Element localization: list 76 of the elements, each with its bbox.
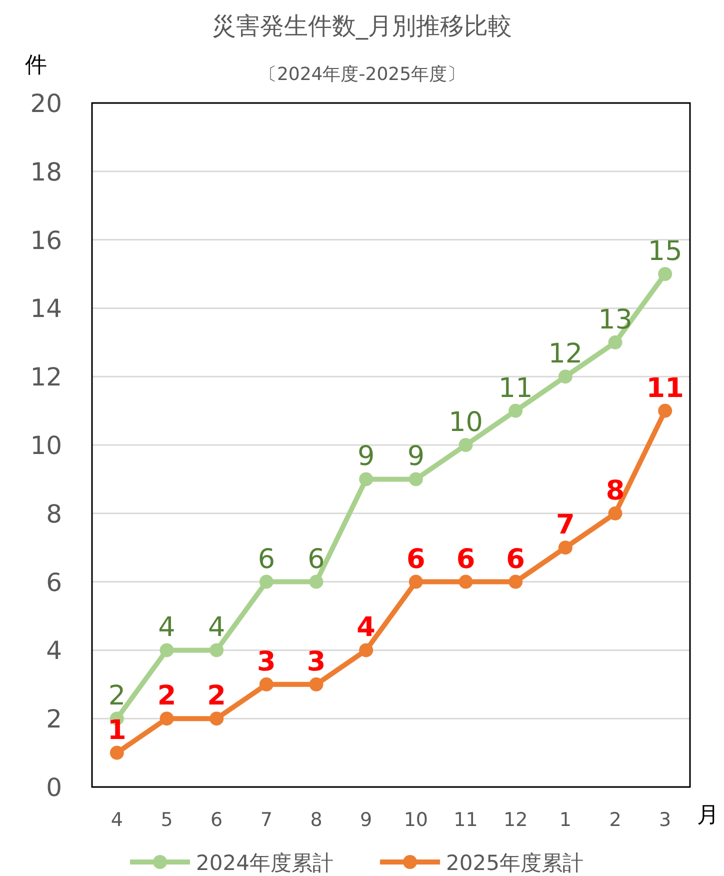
x-tick-label: 8 [310,809,322,831]
y-tick-label: 4 [46,636,62,666]
y-tick-label: 6 [46,568,62,597]
point [458,574,473,589]
y-tick-label: 10 [30,431,62,460]
data-label: 11 [646,372,684,404]
data-label: 7 [556,510,575,541]
point [210,712,224,726]
data-label: 6 [406,544,426,575]
point [408,574,423,589]
point [608,506,622,520]
point [210,643,224,658]
x-tick-label: 12 [503,809,528,831]
data-label: 2 [108,680,126,712]
point [658,267,672,281]
data-label: 3 [306,646,326,678]
y-axis-title: 件 [25,53,47,78]
y-tick-label: 0 [46,773,62,802]
data-label: 9 [357,441,375,472]
point [408,472,423,486]
data-label: 12 [548,338,583,370]
x-tick-label: 1 [559,809,572,831]
y-tick-label: 16 [30,226,62,255]
point [658,404,672,418]
legend-label: 2025年度累計 [446,851,584,875]
data-label: 6 [456,544,476,575]
data-label: 2 [207,680,226,712]
data-label: 10 [448,407,483,438]
data-label: 13 [598,304,632,336]
x-tick-label: 10 [404,809,428,831]
data-label: 2 [157,680,176,712]
x-axis-title: 月 [697,803,719,828]
chart-subtitle: 〔2024年度-2025年度〕 [258,64,466,85]
y-tick-label: 12 [30,362,62,392]
y-tick-label: 8 [46,499,62,528]
point [458,438,473,452]
point [558,540,572,555]
data-label: 8 [606,475,625,506]
x-tick-label: 9 [360,809,372,831]
point [160,712,174,726]
data-label: 4 [158,612,176,644]
point [508,574,523,589]
y-tick-label: 20 [30,89,62,118]
point [608,335,622,350]
data-label: 1 [108,714,126,746]
x-tick-label: 4 [110,809,123,831]
point [259,574,274,589]
data-label: 6 [258,544,276,575]
point [558,370,572,384]
data-label: 4 [208,612,226,644]
data-label: 6 [308,544,325,575]
data-label: 6 [506,544,525,575]
point [160,643,174,658]
data-label: 3 [257,646,276,678]
chart-title: 災害発生件数_月別推移比較 [212,12,512,40]
x-tick-label: 3 [659,809,672,831]
point [110,746,124,760]
point [259,677,274,692]
x-tick-label: 11 [454,809,478,831]
x-tick-label: 7 [260,809,272,831]
data-label: 11 [498,372,533,404]
point [309,574,324,589]
point [359,643,374,658]
legend-label: 2024年度累計 [196,851,334,875]
point [508,404,523,418]
point [309,677,324,692]
data-label: 15 [648,236,682,267]
x-tick-label: 2 [609,809,622,831]
y-tick-label: 14 [30,294,62,324]
y-tick-label: 18 [30,157,62,186]
x-tick-label: 5 [160,809,173,831]
data-label: 4 [356,612,376,644]
x-tick-label: 6 [210,809,223,831]
data-label: 9 [407,441,425,472]
y-tick-label: 2 [46,704,62,734]
point [359,472,374,486]
